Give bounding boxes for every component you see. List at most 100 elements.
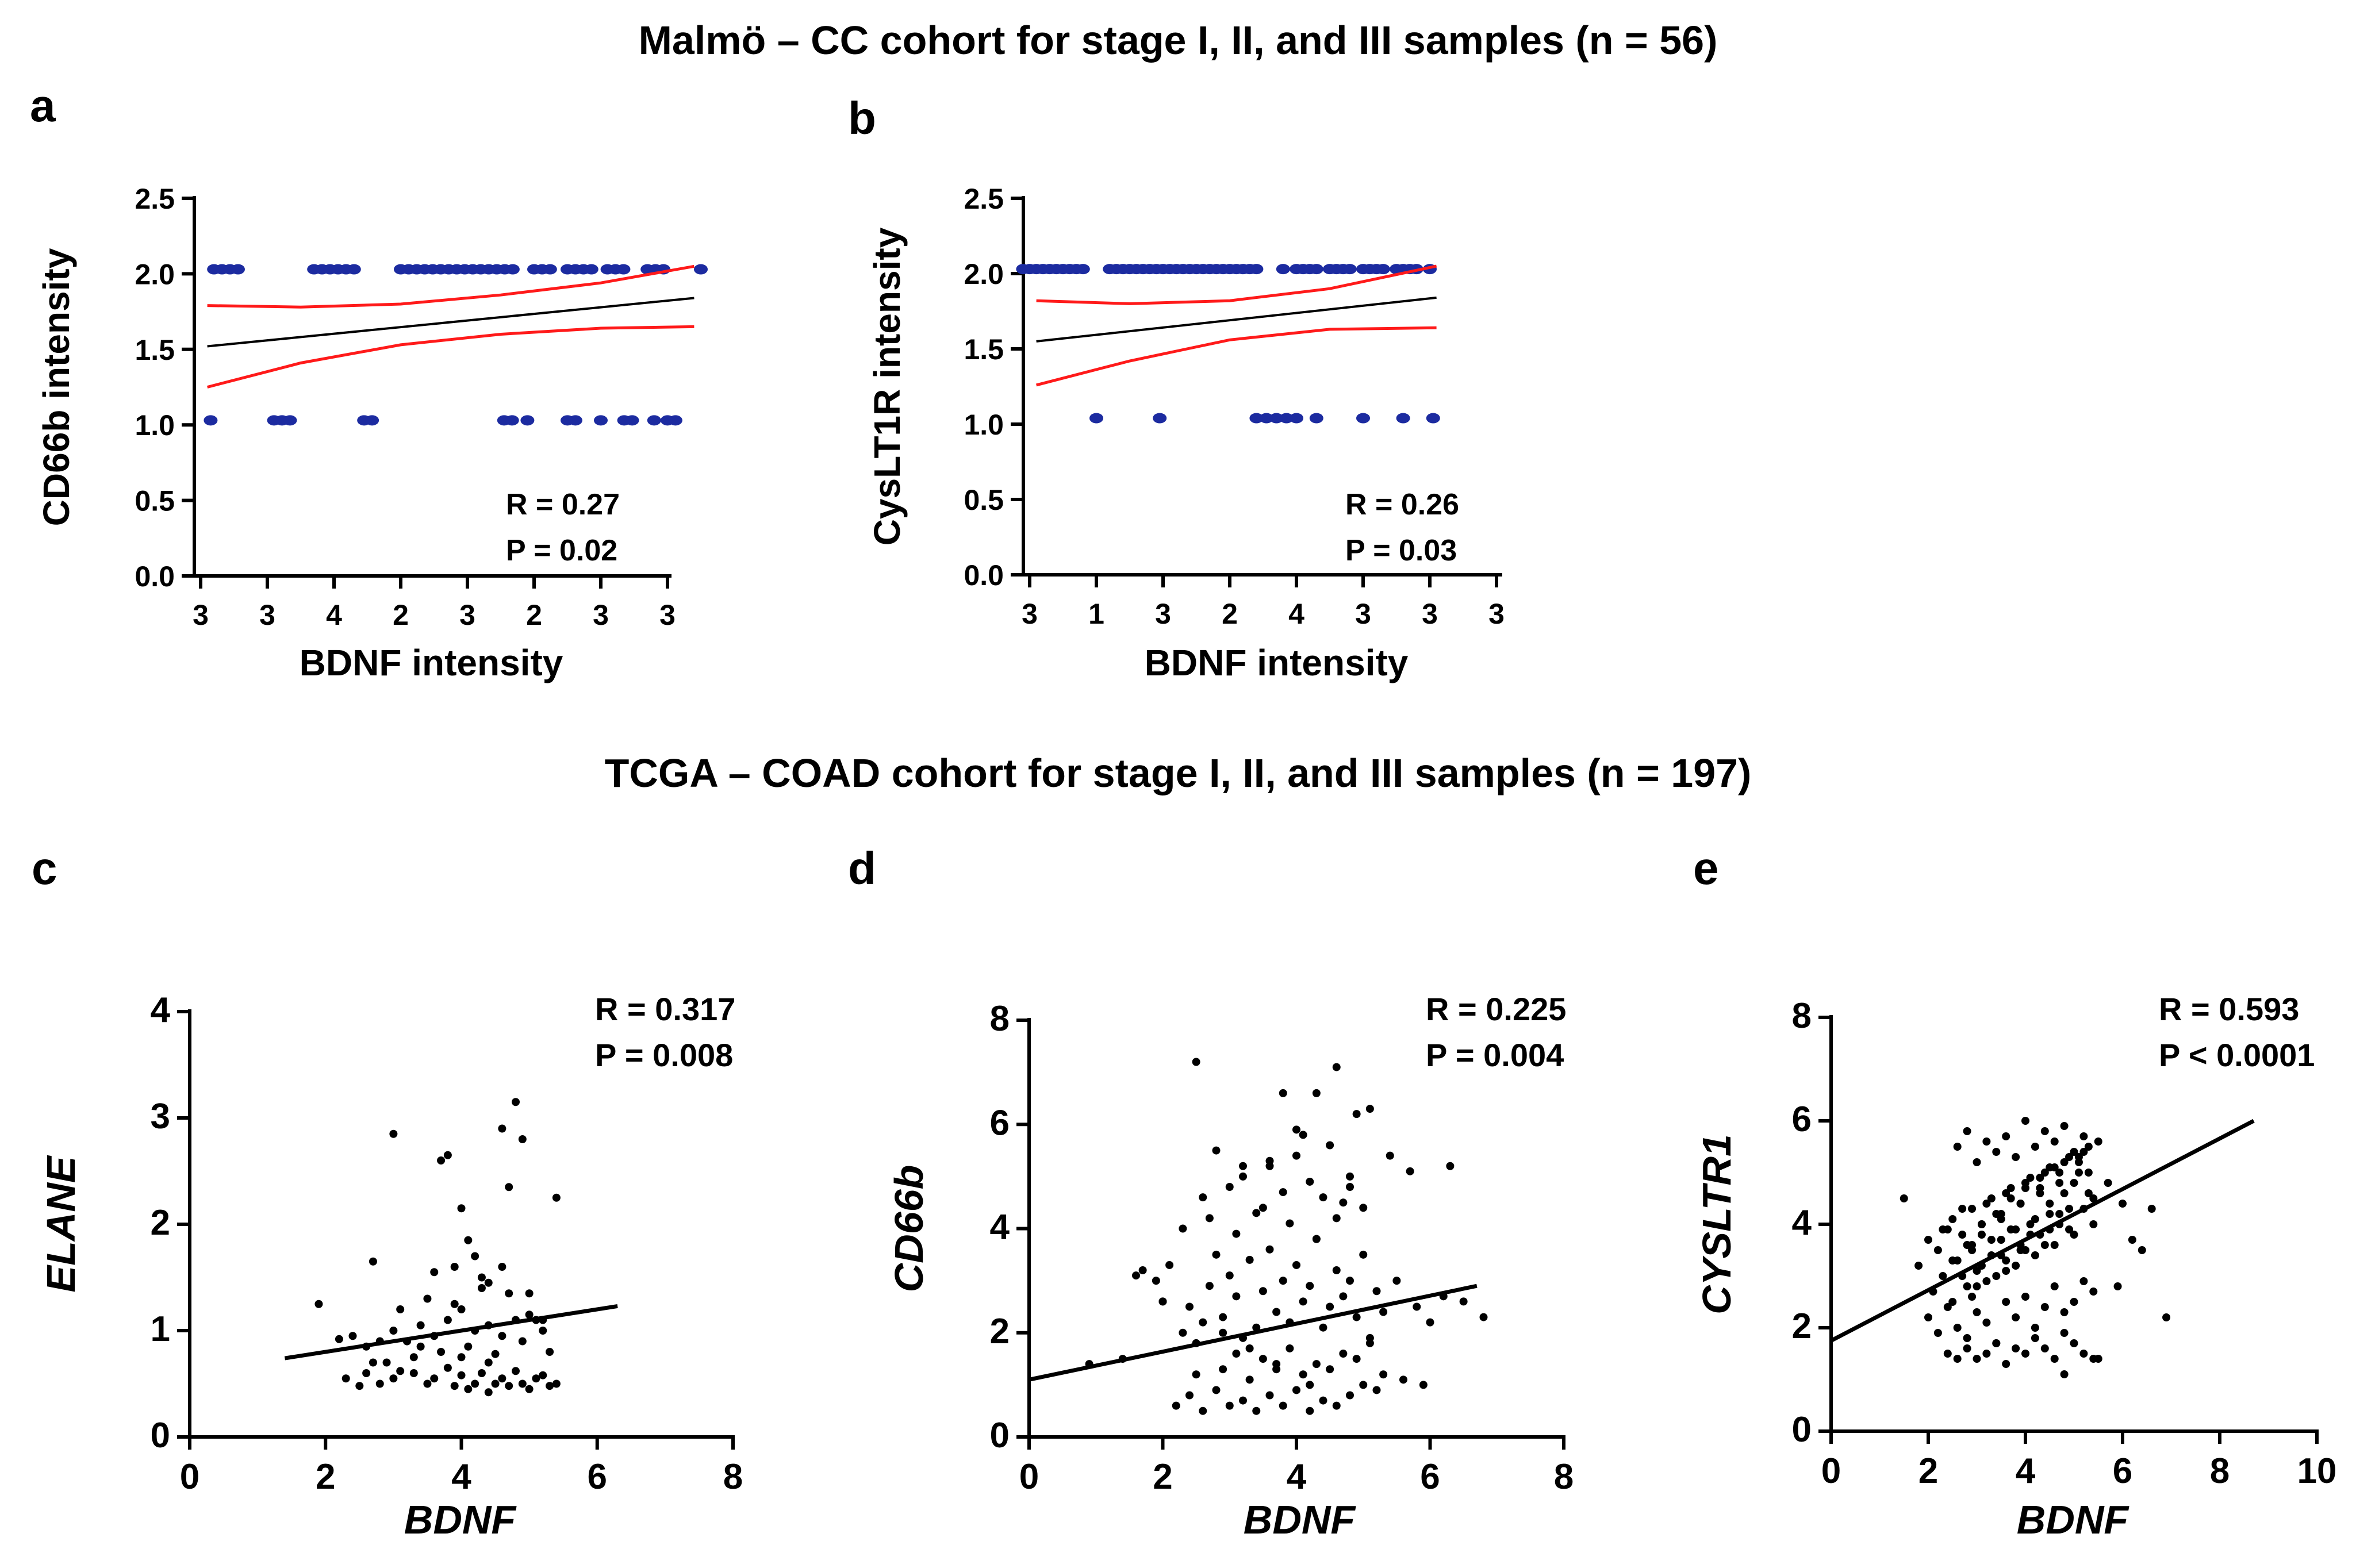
- data-point: [594, 415, 608, 426]
- data-point: [2060, 1329, 2069, 1337]
- data-point: [2050, 1282, 2059, 1290]
- data-point: [1265, 1391, 1274, 1400]
- data-point: [1963, 1344, 1971, 1352]
- data-point: [283, 415, 297, 426]
- data-point: [552, 1379, 561, 1388]
- data-point: [1446, 1162, 1455, 1170]
- data-point: [1992, 1339, 2001, 1347]
- data-point: [1138, 1266, 1147, 1274]
- bottom-section-title: TCGA – COAD cohort for stage I, II, and …: [604, 751, 1752, 795]
- stat-p: P = 0.004: [1426, 1037, 1564, 1073]
- data-point: [1987, 1194, 1996, 1202]
- data-point: [1372, 1287, 1381, 1296]
- data-point: [2113, 1282, 2122, 1290]
- data-point: [1386, 1151, 1394, 1160]
- x-tick-label: 3: [1422, 598, 1438, 630]
- data-point: [416, 1342, 425, 1351]
- data-point: [625, 415, 639, 426]
- data-point: [2006, 1184, 2015, 1192]
- data-point: [396, 1305, 405, 1313]
- data-point: [2074, 1169, 2083, 1177]
- stat-r: R = 0.225: [1426, 991, 1566, 1027]
- stat-p: P = 0.03: [1345, 534, 1457, 567]
- data-point: [1413, 1302, 1421, 1311]
- y-tick-label: 4: [1792, 1203, 1812, 1243]
- data-point: [1165, 1260, 1174, 1269]
- x-tick-label: 3: [459, 599, 475, 631]
- data-point: [2040, 1241, 2049, 1249]
- regression-line: [284, 1304, 618, 1361]
- data-point: [2079, 1148, 2088, 1156]
- data-point: [1286, 1219, 1294, 1228]
- data-point: [539, 1371, 547, 1379]
- data-point: [1953, 1143, 1962, 1151]
- data-point: [1212, 1250, 1221, 1259]
- y-tick-label: 8: [1792, 996, 1812, 1036]
- data-point: [1312, 1089, 1321, 1097]
- y-axis-label: ELANE: [39, 1155, 83, 1293]
- data-point: [1252, 1323, 1261, 1332]
- data-point: [423, 1294, 432, 1303]
- data-point: [2021, 1179, 2029, 1187]
- data-point: [1299, 1370, 1307, 1379]
- stat-r: R = 0.27: [506, 488, 620, 521]
- stat-p: P = 0.008: [595, 1037, 733, 1073]
- data-point: [1346, 1172, 1354, 1181]
- x-tick-label: 8: [1554, 1457, 1574, 1497]
- data-point: [1963, 1282, 1971, 1290]
- x-tick-label: 2: [1918, 1451, 1938, 1491]
- data-point: [546, 1348, 554, 1356]
- data-point: [1292, 1386, 1300, 1394]
- data-point: [1963, 1127, 1971, 1135]
- data-point: [2012, 1313, 2020, 1321]
- data-point: [2060, 1370, 2069, 1378]
- data-point: [491, 1379, 500, 1388]
- data-point: [1933, 1329, 1942, 1337]
- data-point: [1225, 1183, 1234, 1191]
- y-tick-label: 0: [1792, 1410, 1812, 1450]
- data-point: [1272, 1308, 1281, 1316]
- data-point: [2070, 1148, 2078, 1156]
- data-point: [1239, 1162, 1247, 1170]
- data-point: [498, 1263, 506, 1271]
- x-tick-label: 3: [1022, 598, 1038, 630]
- data-point: [457, 1305, 466, 1313]
- data-point: [2012, 1153, 2020, 1161]
- data-point: [1948, 1215, 1957, 1223]
- data-point: [2089, 1194, 2098, 1202]
- x-axis-label: BDNF: [404, 1497, 517, 1542]
- y-tick-label: 0.0: [135, 560, 175, 593]
- y-tick-label: 4: [990, 1208, 1010, 1247]
- data-point: [2060, 1308, 2069, 1316]
- regression-line: [1036, 296, 1437, 343]
- data-point: [1319, 1396, 1327, 1405]
- data-point: [1299, 1297, 1307, 1306]
- stat-r: R = 0.26: [1345, 488, 1459, 521]
- x-tick-label: 2: [316, 1457, 335, 1497]
- data-point: [1365, 1105, 1374, 1113]
- data-point: [1249, 264, 1264, 275]
- data-point: [2162, 1313, 2171, 1321]
- data-point: [2070, 1231, 2078, 1239]
- data-point: [1376, 264, 1390, 275]
- data-point: [2055, 1210, 2064, 1218]
- data-point: [1997, 1236, 2005, 1244]
- chart-panel-d: 0 2 4 6 8 0 2 4 6 8 BDNF CD66b R = 0.225 P = 0.004: [887, 991, 1574, 1542]
- y-tick-label: 1.5: [964, 333, 1004, 366]
- data-point: [1939, 1225, 1947, 1233]
- data-point: [491, 1350, 500, 1358]
- x-tick-label: 3: [1488, 598, 1505, 630]
- data-point: [1279, 1277, 1287, 1285]
- data-point: [546, 1382, 554, 1390]
- data-point: [1252, 1406, 1261, 1415]
- data-point: [1252, 1209, 1261, 1217]
- data-point: [1089, 413, 1103, 424]
- data-point: [1265, 1156, 1274, 1165]
- data-point: [525, 1385, 534, 1393]
- data-point: [1232, 1350, 1241, 1358]
- data-point: [1953, 1324, 1962, 1332]
- data-point: [423, 1379, 432, 1388]
- data-point: [443, 1363, 452, 1372]
- data-point: [2060, 1189, 2069, 1197]
- chart-panel-c: 0 1 2 3 4 0 2 4 6 8 BDNF ELANE R = 0.317 P = 0.008: [39, 990, 743, 1542]
